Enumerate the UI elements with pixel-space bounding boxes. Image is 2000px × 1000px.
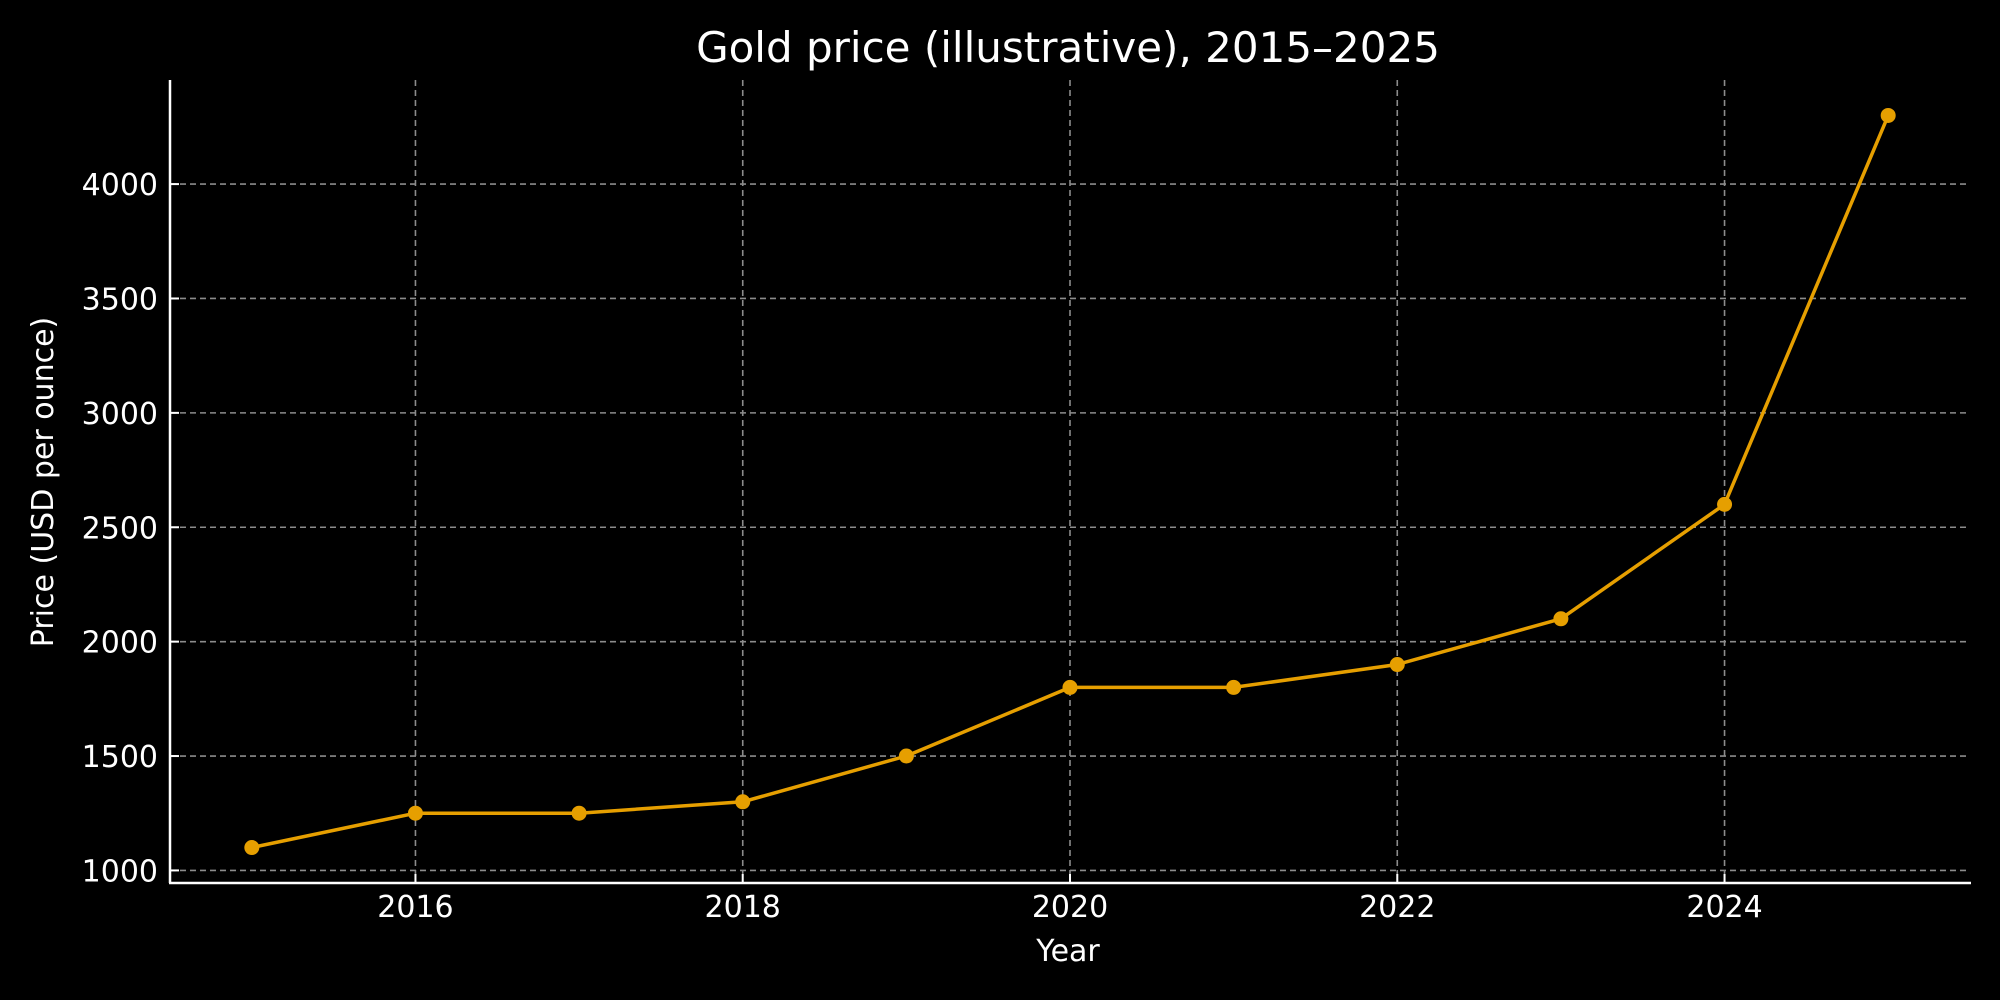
data-point-marker <box>571 805 587 821</box>
x-axis-label: Year <box>1035 934 1100 969</box>
data-series <box>244 107 1896 856</box>
y-tick-label: 1500 <box>82 740 158 775</box>
data-point-marker <box>1880 107 1896 123</box>
data-point-marker <box>1062 679 1078 695</box>
x-axis-ticks: 2016 2018 2020 2022 2024 <box>377 874 1763 925</box>
y-tick-label: 1000 <box>82 854 158 889</box>
data-point-marker <box>244 840 260 856</box>
chart-title: Gold price (illustrative), 2015–2025 <box>696 23 1440 72</box>
data-point-marker <box>1717 496 1733 512</box>
gridlines <box>170 80 1970 883</box>
y-axis-label: Price (USD per ounce) <box>26 317 61 647</box>
data-point-marker <box>898 748 914 764</box>
x-tick-label: 2024 <box>1686 890 1762 925</box>
data-point-marker <box>735 794 751 810</box>
data-point-marker <box>1553 611 1569 627</box>
y-tick-label: 3000 <box>82 397 158 432</box>
data-point-marker <box>1389 657 1405 673</box>
x-tick-label: 2016 <box>377 890 453 925</box>
x-tick-label: 2022 <box>1359 890 1435 925</box>
x-tick-label: 2020 <box>1032 890 1108 925</box>
x-tick-label: 2018 <box>705 890 781 925</box>
y-tick-label: 2000 <box>82 626 158 661</box>
data-point-marker <box>1226 679 1242 695</box>
y-tick-label: 2500 <box>82 511 158 546</box>
data-point-marker <box>407 805 423 821</box>
y-tick-label: 4000 <box>82 168 158 203</box>
y-tick-label: 3500 <box>82 282 158 317</box>
y-axis-ticks: 1000 1500 2000 2500 3000 3500 4000 <box>82 168 179 889</box>
